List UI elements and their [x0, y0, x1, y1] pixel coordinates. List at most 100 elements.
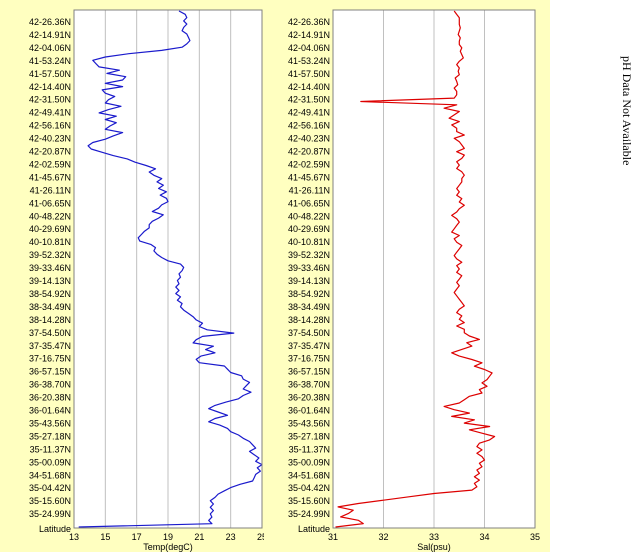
- y-tick-label: 37-16.75N: [288, 354, 330, 364]
- y-tick-label: 42-14.40N: [288, 82, 330, 92]
- plot-border: [73, 9, 263, 529]
- y-tick-label: 42-56.16N: [288, 121, 330, 131]
- y-tick-label: 42-02.59N: [288, 159, 330, 169]
- y-tick-label: 36-38.70N: [288, 380, 330, 390]
- x-tick-label: 23: [226, 532, 236, 542]
- y-tick-label: 40-29.69N: [288, 224, 330, 234]
- y-tick-label: 36-01.64N: [288, 406, 330, 416]
- y-tick-label: 40-48.22N: [29, 211, 71, 221]
- y-tick-label: 42-56.16N: [29, 121, 71, 131]
- y-tick-label: 35-04.42N: [29, 483, 71, 493]
- y-tick-label: 40-10.81N: [288, 237, 330, 247]
- y-tick-label: 42-26.36N: [29, 17, 71, 27]
- y-tick-label: 35-27.18N: [29, 431, 71, 441]
- temperature-chart: 42-26.36N 42-14.91N 42-04.06N 41-53.24N 41-5…: [0, 0, 267, 552]
- y-tick-label: 39-52.32N: [29, 250, 71, 260]
- y-tick-label: 38-14.28N: [29, 315, 71, 325]
- y-tick-label: 36-38.70N: [29, 380, 71, 390]
- series-line: [335, 10, 496, 528]
- y-tick-label: 36-57.15N: [288, 367, 330, 377]
- y-tick-label: 38-14.28N: [288, 315, 330, 325]
- y-tick-label: 35-43.56N: [29, 418, 71, 428]
- y-tick-label: 42-02.59N: [29, 159, 71, 169]
- y-tick-label: 35-24.99N: [288, 509, 330, 519]
- y-tick-label: 37-54.50N: [288, 328, 330, 338]
- y-tick-label: 35-00.09N: [29, 457, 71, 467]
- y-tick-label: 38-34.49N: [29, 302, 71, 312]
- y-tick-label: 41-53.24N: [288, 56, 330, 66]
- y-tick-label: 39-33.46N: [288, 263, 330, 273]
- x-tick-label: 21: [194, 532, 204, 542]
- y-tick-label: 42-14.91N: [29, 30, 71, 40]
- y-tick-label: 42-26.36N: [288, 17, 330, 27]
- y-tick-label: 40-48.22N: [288, 211, 330, 221]
- y-tick-label: 41-53.24N: [29, 56, 71, 66]
- plot-border: [332, 9, 536, 529]
- x-tick-label: 25: [257, 532, 267, 542]
- y-tick-label: 35-00.09N: [288, 457, 330, 467]
- y-tick-label: 40-10.81N: [29, 237, 71, 247]
- y-tick-label: 42-04.06N: [288, 43, 330, 53]
- y-tick-label: 35-27.18N: [288, 431, 330, 441]
- y-axis-label: Latitude: [298, 524, 330, 534]
- y-tick-label: 37-54.50N: [29, 328, 71, 338]
- ph-unavailable-note: pH Data Not Available: [620, 56, 634, 166]
- y-axis-label: Latitude: [39, 524, 71, 534]
- y-tick-label: 36-01.64N: [29, 406, 71, 416]
- y-tick-label: 41-57.50N: [288, 69, 330, 79]
- x-tick-label: 35: [530, 532, 540, 542]
- y-tick-label: 39-14.13N: [288, 276, 330, 286]
- x-tick-label: 31: [328, 532, 338, 542]
- x-tick-label: 13: [69, 532, 79, 542]
- x-tick-label: 34: [479, 532, 489, 542]
- y-tick-label: 34-51.68N: [288, 470, 330, 480]
- x-tick-label: 19: [163, 532, 173, 542]
- series-line: [78, 10, 263, 528]
- y-tick-label: 42-04.06N: [29, 43, 71, 53]
- y-tick-label: 35-11.37N: [30, 444, 71, 454]
- y-tick-label: 35-24.99N: [29, 509, 71, 519]
- y-tick-label: 36-20.38N: [29, 393, 71, 403]
- y-tick-label: 41-45.67N: [288, 172, 330, 182]
- y-tick-label: 42-31.50N: [29, 95, 71, 105]
- y-tick-label: 41-26.11N: [289, 185, 330, 195]
- y-tick-label: 42-49.41N: [288, 108, 330, 118]
- y-tick-label: 37-35.47N: [288, 341, 330, 351]
- y-tick-label: 34-51.68N: [29, 470, 71, 480]
- y-tick-label: 41-57.50N: [29, 69, 71, 79]
- y-tick-label: 41-06.65N: [29, 198, 71, 208]
- x-axis-label: Temp(degC): [143, 542, 193, 552]
- y-tick-label: 39-33.46N: [29, 263, 71, 273]
- y-tick-label: 42-40.23N: [288, 134, 330, 144]
- x-tick-label: 32: [378, 532, 388, 542]
- y-tick-label: 42-20.87N: [288, 147, 330, 157]
- y-tick-label: 40-29.69N: [29, 224, 71, 234]
- x-tick-label: 15: [100, 532, 110, 542]
- y-tick-label: 38-34.49N: [288, 302, 330, 312]
- y-tick-label: 37-16.75N: [29, 354, 71, 364]
- x-axis-label: Sal(psu): [417, 542, 451, 552]
- salinity-chart: 42-26.36N 42-14.91N 42-04.06N 41-53.24N 41-5…: [264, 0, 550, 552]
- y-tick-label: 36-20.38N: [288, 393, 330, 403]
- y-tick-label: 42-14.40N: [29, 82, 71, 92]
- y-tick-label: 42-49.41N: [29, 108, 71, 118]
- y-tick-label: 42-14.91N: [288, 30, 330, 40]
- y-tick-label: 35-15.60N: [288, 496, 330, 506]
- y-tick-label: 38-54.92N: [29, 289, 71, 299]
- y-tick-label: 42-20.87N: [29, 147, 71, 157]
- y-tick-label: 37-35.47N: [29, 341, 71, 351]
- y-tick-label: 35-15.60N: [29, 496, 71, 506]
- y-tick-label: 35-04.42N: [288, 483, 330, 493]
- y-tick-label: 42-40.23N: [29, 134, 71, 144]
- y-tick-label: 41-06.65N: [288, 198, 330, 208]
- x-tick-label: 33: [429, 532, 439, 542]
- x-tick-label: 17: [132, 532, 142, 542]
- y-tick-label: 41-26.11N: [30, 185, 71, 195]
- y-tick-label: 38-54.92N: [288, 289, 330, 299]
- y-tick-label: 35-43.56N: [288, 418, 330, 428]
- y-tick-label: 35-11.37N: [289, 444, 330, 454]
- y-tick-label: 42-31.50N: [288, 95, 330, 105]
- y-tick-label: 39-14.13N: [29, 276, 71, 286]
- y-tick-label: 39-52.32N: [288, 250, 330, 260]
